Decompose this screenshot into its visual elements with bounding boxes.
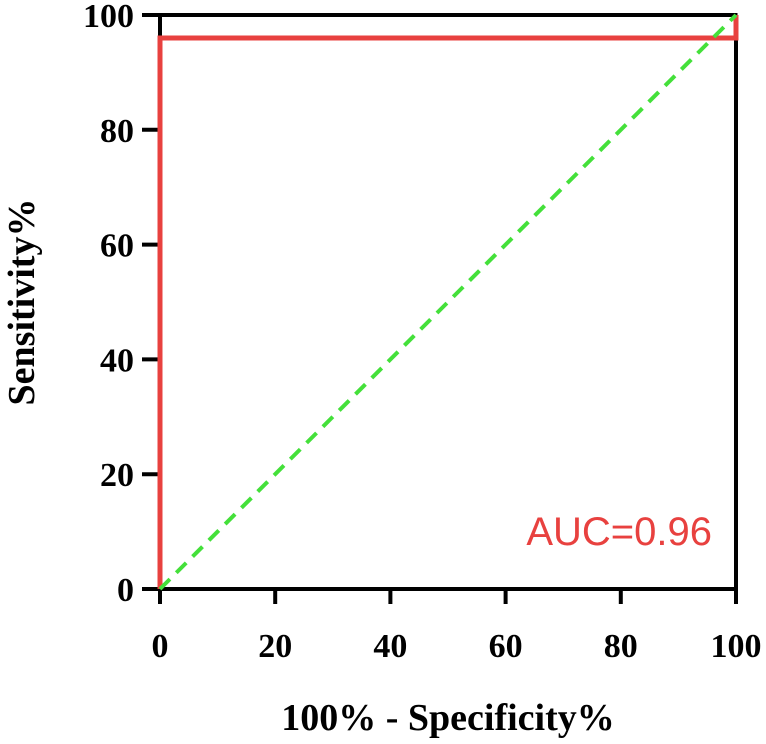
y-tick-label: 0 — [117, 572, 134, 609]
x-tick-label: 80 — [604, 628, 638, 665]
x-tick-label: 20 — [258, 628, 292, 665]
y-tick-label: 60 — [100, 228, 134, 265]
x-axis-title: 100% - Specificity% — [281, 697, 615, 739]
y-tick-label: 100 — [83, 0, 134, 35]
series — [157, 13, 739, 591]
x-tick-label: 40 — [373, 628, 407, 665]
roc-curve-line — [157, 15, 739, 589]
x-tick-label: 100 — [711, 628, 762, 665]
y-tick-label: 80 — [100, 113, 134, 150]
reference-diagonal-line — [158, 13, 738, 591]
y-tick-label: 40 — [100, 342, 134, 379]
y-axis-title: Sensitivity% — [1, 199, 43, 406]
auc-annotation: AUC=0.96 — [526, 510, 712, 554]
ticks: 0 20 40 60 80 100 0 20 40 60 80 100 — [83, 0, 762, 665]
x-tick-label: 60 — [489, 628, 523, 665]
x-tick-label: 0 — [152, 628, 169, 665]
y-tick-label: 20 — [100, 457, 134, 494]
